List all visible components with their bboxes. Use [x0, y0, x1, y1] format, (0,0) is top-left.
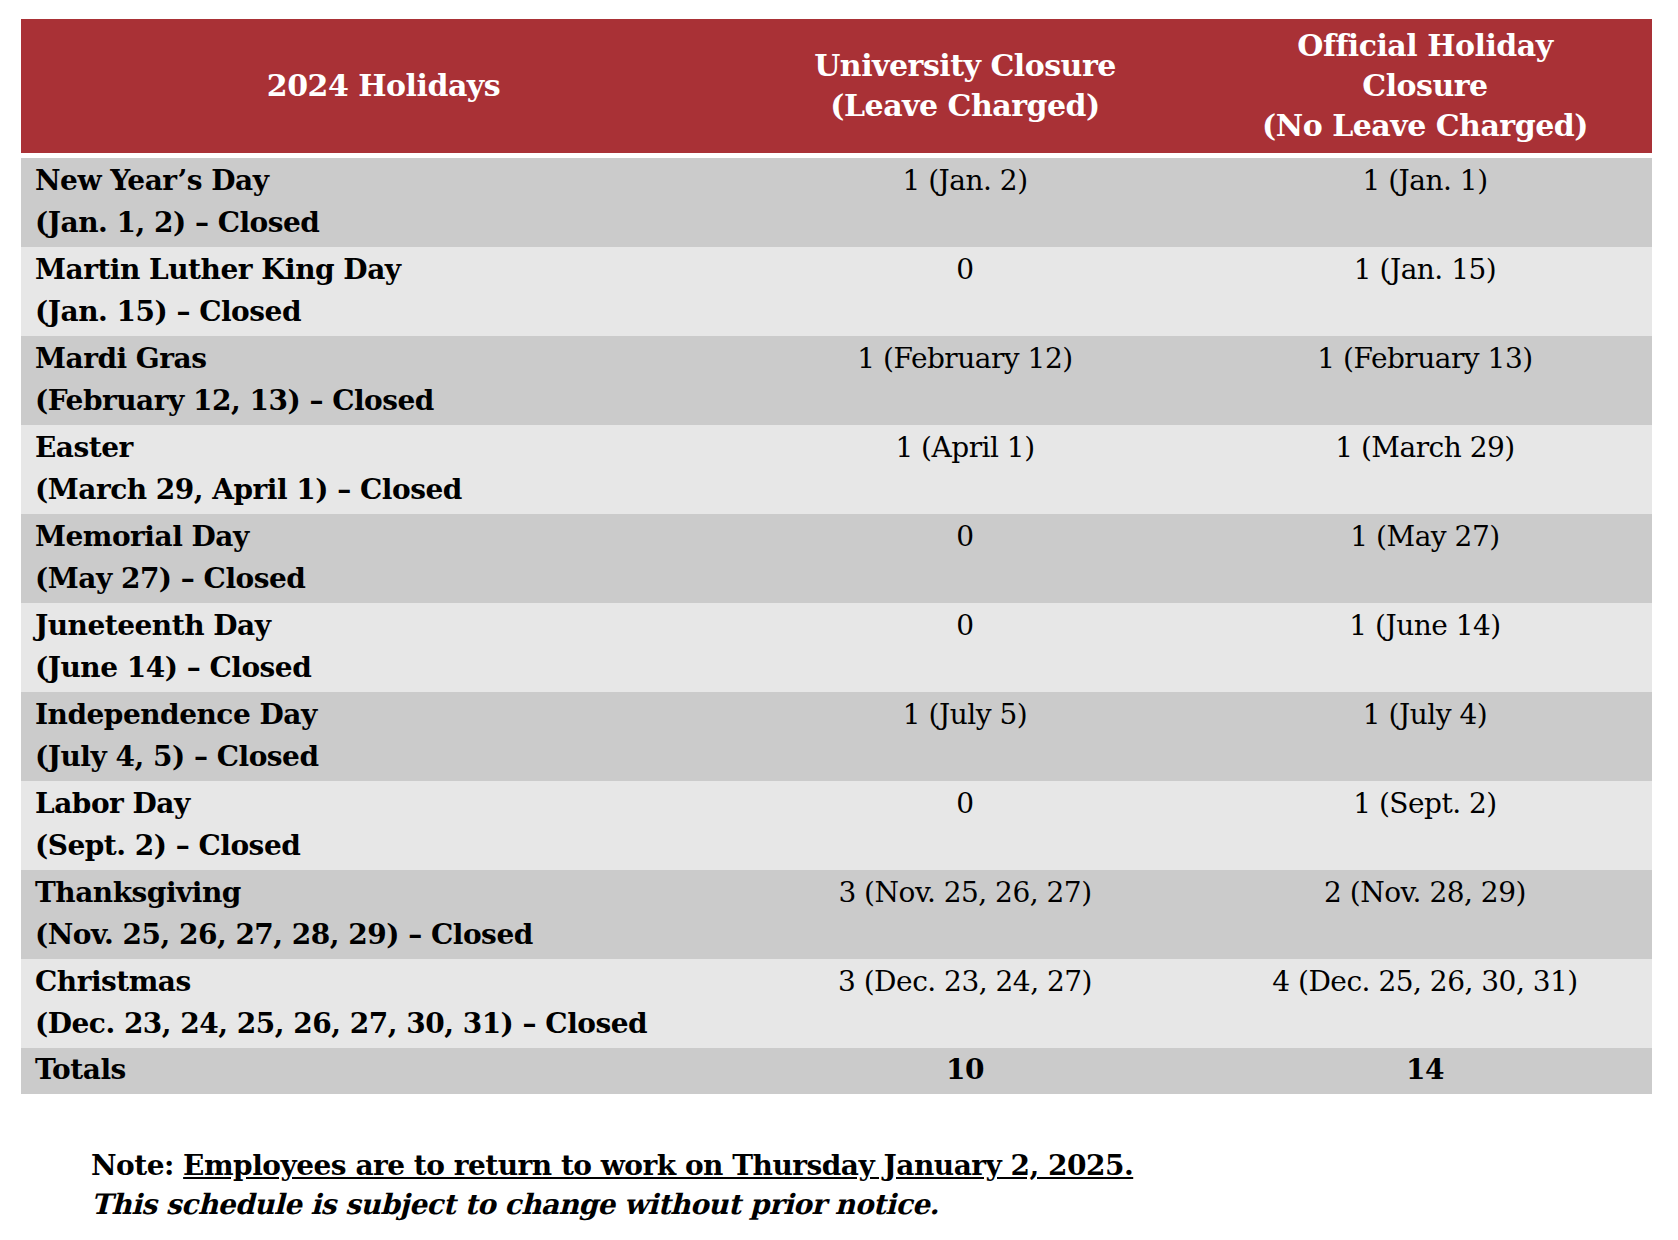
table-row: Martin Luther King Day (Jan. 15) – Close…: [21, 247, 1652, 336]
holiday-name-and-dates: Martin Luther King Day (Jan. 15) – Close…: [21, 247, 732, 336]
official-closure-value: 2 (Nov. 28, 29): [1198, 870, 1652, 959]
university-closure-value: 3 (Nov. 25, 26, 27): [732, 870, 1198, 959]
return-to-work-note: Note: Employees are to return to work on…: [91, 1146, 1133, 1185]
holiday-name: New Year’s Day: [35, 160, 732, 202]
university-closure-value: 0: [732, 247, 1198, 336]
holiday-dates: (Jan. 1, 2) – Closed: [35, 202, 732, 244]
official-closure-value: 1 (Jan. 15): [1198, 247, 1652, 336]
holiday-name: Juneteenth Day: [35, 605, 732, 647]
official-closure-value: 4 (Dec. 25, 26, 30, 31): [1198, 959, 1652, 1048]
header-2024-holidays: 2024 Holidays: [21, 19, 732, 153]
header-university-closure: University Closure (Leave Charged): [732, 19, 1198, 153]
holiday-dates: (March 29, April 1) – Closed: [35, 469, 732, 511]
university-closure-value: 1 (February 12): [732, 336, 1198, 425]
holiday-name-and-dates: Christmas (Dec. 23, 24, 25, 26, 27, 30, …: [21, 959, 732, 1048]
holiday-name-and-dates: Thanksgiving (Nov. 25, 26, 27, 28, 29) –…: [21, 870, 732, 959]
table-row: Juneteenth Day (June 14) – Closed 0 1 (J…: [21, 603, 1652, 692]
holiday-dates: (Sept. 2) – Closed: [35, 825, 732, 867]
note-prefix: Note:: [91, 1149, 183, 1182]
table-row: Labor Day (Sept. 2) – Closed 0 1 (Sept. …: [21, 781, 1652, 870]
holiday-dates: (Jan. 15) – Closed: [35, 291, 732, 333]
table-row: Independence Day (July 4, 5) – Closed 1 …: [21, 692, 1652, 781]
holiday-name-and-dates: Independence Day (July 4, 5) – Closed: [21, 692, 732, 781]
holiday-name: Mardi Gras: [35, 338, 732, 380]
note-underlined-text: Employees are to return to work on Thurs…: [183, 1149, 1133, 1182]
table-row: Memorial Day (May 27) – Closed 0 1 (May …: [21, 514, 1652, 603]
totals-row: Totals 10 14: [21, 1048, 1652, 1094]
official-closure-value: 1 (March 29): [1198, 425, 1652, 514]
holiday-name: Memorial Day: [35, 516, 732, 558]
holiday-name: Thanksgiving: [35, 872, 732, 914]
holiday-name: Martin Luther King Day: [35, 249, 732, 291]
holiday-dates: (February 12, 13) – Closed: [35, 380, 732, 422]
holiday-dates: (July 4, 5) – Closed: [35, 736, 732, 778]
holiday-name: Easter: [35, 427, 732, 469]
table-header-row: 2024 Holidays University Closure (Leave …: [21, 19, 1652, 153]
footer-notes: Note: Employees are to return to work on…: [91, 1146, 1133, 1224]
totals-label: Totals: [21, 1048, 732, 1094]
university-closure-value: 1 (July 5): [732, 692, 1198, 781]
holiday-dates: (June 14) – Closed: [35, 647, 732, 689]
holiday-name-and-dates: Memorial Day (May 27) – Closed: [21, 514, 732, 603]
university-closure-value: 3 (Dec. 23, 24, 27): [732, 959, 1198, 1048]
table-row: New Year’s Day (Jan. 1, 2) – Closed 1 (J…: [21, 158, 1652, 247]
holiday-schedule-table: 2024 Holidays University Closure (Leave …: [21, 19, 1652, 1094]
holiday-name: Independence Day: [35, 694, 732, 736]
table-row: Thanksgiving (Nov. 25, 26, 27, 28, 29) –…: [21, 870, 1652, 959]
holiday-name-and-dates: New Year’s Day (Jan. 1, 2) – Closed: [21, 158, 732, 247]
holiday-dates: (May 27) – Closed: [35, 558, 732, 600]
official-closure-value: 1 (Sept. 2): [1198, 781, 1652, 870]
table-row: Christmas (Dec. 23, 24, 25, 26, 27, 30, …: [21, 959, 1652, 1048]
university-closure-value: 0: [732, 514, 1198, 603]
official-closure-value: 1 (July 4): [1198, 692, 1652, 781]
holiday-name-and-dates: Juneteenth Day (June 14) – Closed: [21, 603, 732, 692]
holiday-name-and-dates: Labor Day (Sept. 2) – Closed: [21, 781, 732, 870]
holiday-dates: (Dec. 23, 24, 25, 26, 27, 30, 31) – Clos…: [35, 1003, 732, 1045]
table-body: New Year’s Day (Jan. 1, 2) – Closed 1 (J…: [21, 158, 1652, 1048]
official-closure-value: 1 (February 13): [1198, 336, 1652, 425]
university-closure-value: 0: [732, 603, 1198, 692]
official-closure-value: 1 (June 14): [1198, 603, 1652, 692]
table-row: Easter (March 29, April 1) – Closed 1 (A…: [21, 425, 1652, 514]
official-closure-value: 1 (May 27): [1198, 514, 1652, 603]
university-closure-value: 0: [732, 781, 1198, 870]
table-row: Mardi Gras (February 12, 13) – Closed 1 …: [21, 336, 1652, 425]
header-official-holiday-closure: Official Holiday Closure (No Leave Charg…: [1198, 19, 1652, 153]
official-closure-value: 1 (Jan. 1): [1198, 158, 1652, 247]
holiday-name-and-dates: Mardi Gras (February 12, 13) – Closed: [21, 336, 732, 425]
holiday-name: Christmas: [35, 961, 732, 1003]
holiday-name-and-dates: Easter (March 29, April 1) – Closed: [21, 425, 732, 514]
university-closure-value: 1 (April 1): [732, 425, 1198, 514]
totals-university-closure: 10: [732, 1048, 1198, 1094]
university-closure-value: 1 (Jan. 2): [732, 158, 1198, 247]
holiday-dates: (Nov. 25, 26, 27, 28, 29) – Closed: [35, 914, 732, 956]
totals-official-closure: 14: [1198, 1048, 1652, 1094]
holiday-name: Labor Day: [35, 783, 732, 825]
schedule-disclaimer: This schedule is subject to change witho…: [91, 1185, 1133, 1224]
